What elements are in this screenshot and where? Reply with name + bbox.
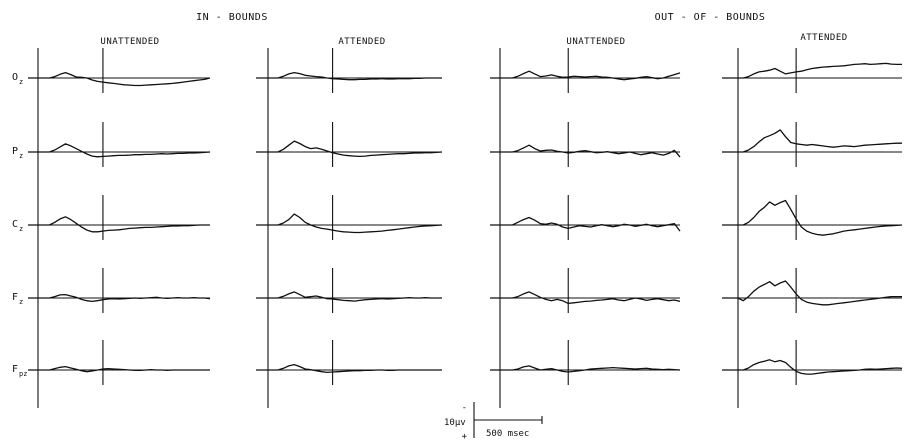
channel-label-cz: Cz bbox=[12, 219, 23, 233]
condition-label-in-bounds-unattended: UNATTENDED bbox=[100, 37, 159, 47]
scale-bar: - 10μv + 500 msec bbox=[444, 402, 543, 442]
waveform-fz-in-bounds-attended bbox=[256, 291, 442, 302]
waveform-cz-in-bounds-unattended bbox=[28, 216, 210, 233]
condition-label-in-bounds-attended: ATTENDED bbox=[338, 37, 385, 47]
channel-main: F bbox=[12, 292, 18, 303]
svg-text:Fpz: Fpz bbox=[12, 364, 27, 378]
scale-bar-positive-sign: + bbox=[462, 432, 468, 442]
svg-text:Cz: Cz bbox=[12, 219, 23, 233]
channel-sub: z bbox=[19, 78, 23, 86]
channel-sub: z bbox=[19, 152, 23, 160]
waveform-cz-out-of-bounds-unattended bbox=[490, 216, 681, 232]
group-label-in-bounds: IN - BOUNDS bbox=[196, 12, 268, 23]
group-label-out-of-bounds: OUT - OF - BOUNDS bbox=[655, 12, 766, 23]
channel-label-oz: Oz bbox=[12, 72, 23, 86]
waveform-fpz-in-bounds-attended bbox=[256, 363, 442, 374]
waveform-oz-in-bounds-unattended bbox=[28, 71, 211, 87]
channel-sub: z bbox=[19, 225, 23, 233]
scale-bar-amplitude-label: 10μv bbox=[444, 418, 466, 428]
waveform-fz-out-of-bounds-unattended bbox=[490, 291, 681, 305]
waveform-pz-out-of-bounds-unattended bbox=[490, 144, 681, 158]
waveform-fz-out-of-bounds-attended bbox=[722, 280, 902, 306]
scale-bar-time-label: 500 msec bbox=[486, 429, 529, 439]
waveform-fpz-out-of-bounds-attended bbox=[722, 359, 903, 375]
channel-main: P bbox=[12, 146, 18, 157]
channel-label-pz: Pz bbox=[12, 146, 23, 160]
waveform-oz-out-of-bounds-attended bbox=[722, 62, 902, 79]
svg-text:Fz: Fz bbox=[12, 292, 23, 306]
scale-bar-negative-sign: - bbox=[462, 403, 467, 413]
svg-text:Pz: Pz bbox=[12, 146, 23, 160]
condition-label-out-of-bounds-attended: ATTENDED bbox=[800, 33, 847, 43]
waveform-oz-in-bounds-attended bbox=[256, 71, 442, 81]
waveform-pz-in-bounds-unattended bbox=[28, 143, 211, 158]
channel-label-fz: Fz bbox=[12, 292, 23, 306]
waveform-fz-in-bounds-unattended bbox=[28, 293, 211, 303]
channel-main: F bbox=[12, 364, 18, 375]
channel-sub: z bbox=[19, 298, 23, 306]
channel-label-fpz: Fpz bbox=[12, 364, 27, 378]
waveform-cz-in-bounds-attended bbox=[256, 213, 443, 234]
waveform-cz-out-of-bounds-attended bbox=[722, 199, 903, 236]
condition-label-out-of-bounds-unattended: UNATTENDED bbox=[566, 37, 625, 47]
waveform-pz-out-of-bounds-attended bbox=[722, 129, 902, 153]
waveform-pz-in-bounds-attended bbox=[256, 140, 443, 158]
waveform-fpz-in-bounds-unattended bbox=[28, 365, 210, 373]
channel-main: C bbox=[12, 219, 18, 230]
waveform-fpz-out-of-bounds-unattended bbox=[490, 365, 681, 373]
waveform-oz-out-of-bounds-unattended bbox=[490, 70, 681, 81]
channel-main: O bbox=[12, 72, 18, 83]
channel-sub: pz bbox=[19, 370, 27, 378]
svg-text:Oz: Oz bbox=[12, 72, 23, 86]
